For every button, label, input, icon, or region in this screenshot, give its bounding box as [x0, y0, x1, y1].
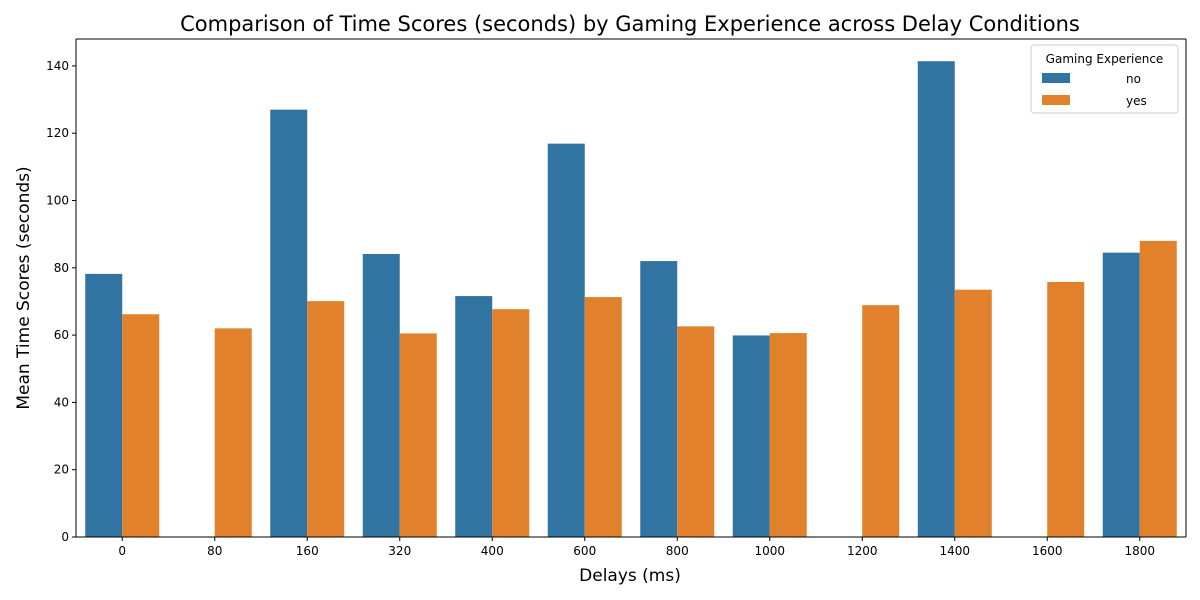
- bar-yes-400: [492, 309, 530, 537]
- bar-yes-1400: [954, 289, 992, 537]
- legend-swatch-no: [1042, 73, 1070, 83]
- bar-yes-80: [214, 328, 252, 537]
- x-tick-label: 1800: [1124, 544, 1155, 558]
- x-tick-label: 1600: [1032, 544, 1063, 558]
- bar-no-320: [362, 254, 400, 537]
- y-tick-label: 80: [54, 261, 69, 275]
- legend-label-no: no: [1126, 72, 1141, 86]
- x-tick-label: 1200: [847, 544, 878, 558]
- bar-no-160: [270, 109, 308, 537]
- bar-yes-0: [122, 314, 160, 537]
- y-tick-label: 120: [46, 126, 69, 140]
- bar-no-0: [85, 273, 123, 537]
- x-tick-label: 400: [481, 544, 504, 558]
- y-tick-label: 40: [54, 395, 69, 409]
- x-tick-label: 0: [118, 544, 126, 558]
- bar-yes-1800: [1139, 240, 1177, 537]
- x-axis: 0 80 160 320 400 600 800 1000 1200 1400 1600 1800: [118, 537, 1155, 558]
- legend-label-yes: yes: [1126, 94, 1147, 108]
- bar-no-600: [547, 143, 585, 538]
- bar-no-400: [455, 296, 493, 537]
- y-tick-label: 100: [46, 194, 69, 208]
- bar-no-1800: [1102, 252, 1140, 537]
- y-tick-label: 0: [61, 530, 69, 544]
- legend-swatch-yes: [1042, 95, 1070, 105]
- plot-area: [75, 38, 1187, 538]
- bar-yes-320: [399, 333, 437, 537]
- bar-yes-160: [307, 301, 345, 537]
- bar-yes-800: [677, 326, 715, 537]
- x-tick-label: 600: [573, 544, 596, 558]
- bar-no-1000: [732, 335, 770, 537]
- x-tick-label: 160: [296, 544, 319, 558]
- bar-yes-1600: [1047, 281, 1085, 537]
- x-axis-label: Delays (ms): [579, 566, 681, 586]
- x-tick-label: 320: [388, 544, 411, 558]
- bar-no-800: [640, 261, 678, 537]
- legend-title: Gaming Experience: [1046, 52, 1164, 66]
- x-tick-label: 1000: [754, 544, 785, 558]
- bar-yes-600: [584, 297, 622, 537]
- chart-title: Comparison of Time Scores (seconds) by G…: [180, 12, 1080, 36]
- y-tick-label: 140: [46, 59, 69, 73]
- legend: Gaming Experience no yes: [1030, 44, 1179, 114]
- x-tick-label: 800: [666, 544, 689, 558]
- bar-no-1400: [917, 61, 955, 538]
- y-axis: 0 20 40 60 80 100 120 140: [46, 59, 76, 544]
- y-tick-label: 20: [54, 463, 69, 477]
- y-axis-label: Mean Time Scores (seconds): [14, 166, 34, 409]
- x-tick-label: 1400: [939, 544, 970, 558]
- bar-yes-1000: [769, 333, 807, 537]
- y-tick-label: 60: [54, 328, 69, 342]
- x-tick-label: 80: [207, 544, 222, 558]
- bar-yes-1200: [862, 305, 900, 537]
